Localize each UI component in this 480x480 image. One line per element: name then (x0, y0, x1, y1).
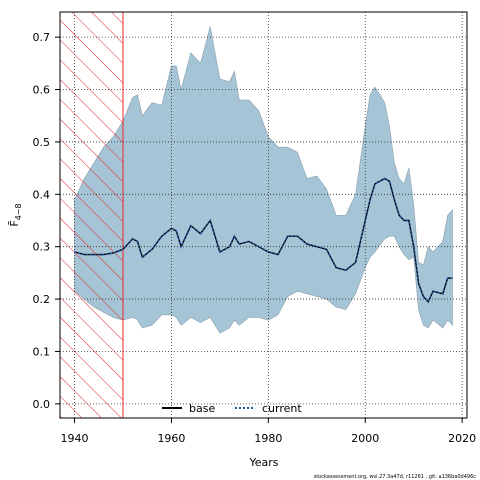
y-tick-label: 0.6 (33, 84, 51, 97)
y-tick-label: 0.3 (33, 241, 51, 254)
series-line (74, 177, 453, 304)
confidence-band (74, 26, 453, 334)
y-label-sub: 4−8 (14, 203, 23, 220)
x-tick-label: 1960 (157, 432, 185, 445)
y-axis-label: F̄4−8 (8, 203, 23, 226)
x-tick-label: 1980 (254, 432, 282, 445)
y-tick-label: 0.2 (33, 293, 51, 306)
x-tick-label: 1940 (61, 432, 89, 445)
x-tick-label: 2000 (351, 432, 379, 445)
x-tick-label: 2020 (448, 432, 476, 445)
legend-label: current (262, 402, 302, 415)
y-tick-label: 0.4 (33, 188, 51, 201)
y-tick-label: 0.1 (33, 345, 51, 358)
footer: stockassessment.org, wsi.27.3a47d, r1126… (314, 474, 477, 480)
plot-frame (59, 11, 468, 419)
y-tick-label: 0.5 (33, 136, 51, 149)
x-axis-label: Years (248, 456, 278, 469)
y-tick-label: 0.7 (33, 31, 51, 44)
y-label-main: F̄ (8, 220, 21, 226)
legend-label: base (189, 402, 215, 415)
y-tick-label: 0.0 (33, 398, 51, 411)
hatch-region (59, 11, 124, 419)
